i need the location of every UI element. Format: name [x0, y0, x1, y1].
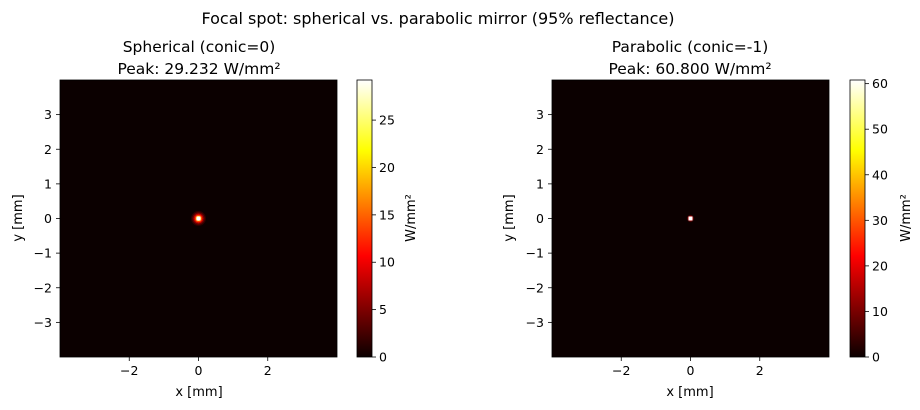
colorbar-tick-label: 30 — [872, 213, 888, 228]
colorbar-label: W/mm² — [899, 194, 914, 242]
y-tick-label: 3 — [44, 107, 52, 122]
colorbar-tick-label: 40 — [872, 167, 888, 182]
y-tick-label: 3 — [536, 107, 544, 122]
colorbar-tick-label: 0 — [379, 350, 387, 365]
panel-title-line2: Peak: 29.232 W/mm² — [117, 60, 280, 78]
y-tick-label: −2 — [526, 280, 544, 295]
x-tick-label: 0 — [687, 363, 695, 378]
y-tick-label: 0 — [44, 211, 52, 226]
y-tick-label: 2 — [44, 142, 52, 157]
y-axis-label: y [mm] — [11, 194, 26, 241]
x-tick-label: −2 — [120, 363, 138, 378]
panel-parabolic: Parabolic (conic=-1) Peak: 60.800 W/mm² … — [502, 38, 914, 400]
y-tick-label: 1 — [536, 176, 544, 191]
x-tick-label: 2 — [264, 363, 272, 378]
heatmap-plot: −2 0 2 −3 −2 −1 0 1 2 3 — [526, 79, 830, 378]
x-axis-label: x [mm] — [175, 385, 222, 400]
colorbar-tick-label: 20 — [379, 160, 395, 175]
colorbar-tick-label: 5 — [379, 302, 387, 317]
y-tick-label: −3 — [34, 315, 52, 330]
y-tick-label: −1 — [526, 246, 544, 261]
panel-spherical: Spherical (conic=0) Peak: 29.232 W/mm² −… — [11, 38, 419, 400]
x-axis-label: x [mm] — [666, 385, 713, 400]
colorbar-tick-label: 10 — [872, 304, 888, 319]
y-tick-label: 1 — [44, 176, 52, 191]
y-tick-label: −3 — [526, 315, 544, 330]
panel-title-line1: Parabolic (conic=-1) — [612, 38, 769, 56]
colorbar-tick-label: 10 — [379, 255, 395, 270]
colorbar-tick-label: 0 — [872, 350, 880, 365]
focal-spot-peak — [688, 216, 693, 221]
colorbar-gradient — [849, 79, 866, 358]
colorbar-tick-label: 60 — [872, 76, 888, 91]
colorbar-gradient — [356, 79, 373, 358]
y-axis-label: y [mm] — [502, 194, 517, 241]
colorbar-tick-label: 15 — [379, 207, 395, 222]
y-tick-label: −1 — [34, 246, 52, 261]
colorbar: 0 5 10 15 20 25 — [356, 79, 395, 365]
colorbar-label: W/mm² — [404, 194, 419, 242]
focal-spot-peak — [196, 216, 201, 221]
x-tick-label: 0 — [195, 363, 203, 378]
colorbar: 0 10 20 30 40 50 60 — [849, 76, 888, 365]
x-tick-label: −2 — [612, 363, 630, 378]
colorbar-tick-label: 50 — [872, 122, 888, 137]
heatmap-plot: −2 0 2 −3 −2 −1 0 1 2 3 — [34, 79, 338, 378]
colorbar-tick-label: 25 — [379, 113, 395, 128]
x-tick-label: 2 — [756, 363, 764, 378]
colorbar-tick-label: 20 — [872, 258, 888, 273]
figure-suptitle: Focal spot: spherical vs. parabolic mirr… — [201, 9, 674, 28]
panel-title-line2: Peak: 60.800 W/mm² — [608, 60, 771, 78]
y-tick-label: 2 — [536, 142, 544, 157]
y-tick-label: −2 — [34, 280, 52, 295]
y-tick-label: 0 — [536, 211, 544, 226]
panel-title-line1: Spherical (conic=0) — [123, 38, 276, 56]
